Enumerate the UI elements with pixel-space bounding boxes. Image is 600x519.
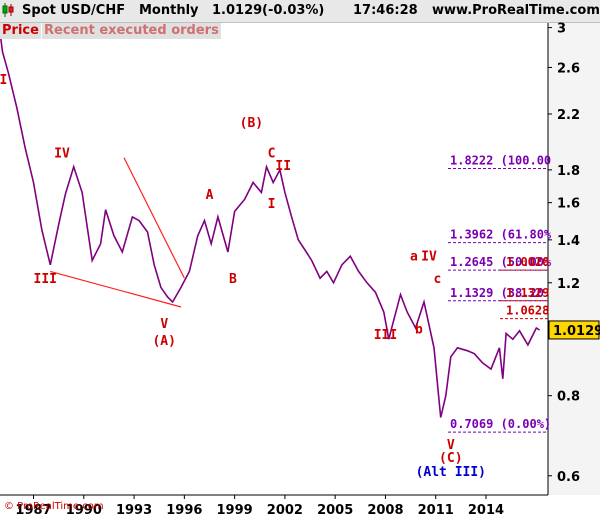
y-tick-label: 0.6 <box>557 470 580 485</box>
wave-label: III <box>374 328 397 343</box>
trendline <box>123 157 185 279</box>
level-tag-label: 1.0628 <box>506 304 549 318</box>
x-tick-label: 1993 <box>116 503 152 518</box>
fib-level-label: 1.8222 (100.00 <box>450 153 551 167</box>
price-change: (-0.03%) <box>262 3 325 18</box>
y-tick-label: 0.8 <box>557 390 580 405</box>
x-tick-label: 1996 <box>166 503 202 518</box>
wave-label: V <box>160 317 168 332</box>
wave-label: II <box>275 159 291 174</box>
wave-label: A <box>206 188 214 203</box>
last-price-value: 1.0129 <box>212 3 263 18</box>
timeframe-label[interactable]: Monthly <box>139 3 199 18</box>
x-tick-label: 1999 <box>217 503 253 518</box>
x-tick-label: 1987 <box>15 503 51 518</box>
wave-label: (A) <box>152 334 175 349</box>
level-tag-label: 1.1329 <box>506 286 549 300</box>
fib-level-label: 1.2645 (50.00% <box>450 255 552 269</box>
wave-label: I <box>268 197 276 212</box>
wave-label: c <box>433 272 441 287</box>
x-tick-label: 1990 <box>66 503 102 518</box>
wave-label: (C) <box>439 451 462 466</box>
fib-level-label: 1.1329 (38.20 <box>450 286 544 300</box>
wave-label: (Alt III) <box>416 465 486 480</box>
wave-label: IV <box>421 249 437 264</box>
x-tick-label: 2002 <box>267 503 303 518</box>
x-tick-label: 2008 <box>367 503 403 518</box>
fib-level-label: 0.7069 (0.00%) <box>450 417 551 431</box>
price-line <box>0 32 541 418</box>
tab-recent-orders[interactable]: Recent executed orders <box>42 23 221 39</box>
level-tag-label: 1.0020 <box>506 255 549 269</box>
wave-label: C <box>268 147 276 162</box>
y-tick-label: 1.6 <box>557 197 580 212</box>
y-tick-label: 1.8 <box>557 164 580 179</box>
copyright-label: © ProRealTime.com <box>4 501 104 512</box>
last-price-tag <box>548 320 600 340</box>
wave-label: b <box>415 323 423 338</box>
wave-label: IV <box>54 147 70 162</box>
wave-label: III <box>34 272 57 287</box>
wave-label: (B) <box>240 116 263 131</box>
x-tick-label: 2011 <box>418 503 454 518</box>
x-tick-label: 2005 <box>317 503 353 518</box>
last-price-tag-label: 1.0129 <box>553 324 600 339</box>
instrument-name: Spot USD/CHF <box>22 3 126 18</box>
tab-price[interactable]: Price <box>0 23 41 39</box>
wave-label: I <box>0 73 7 88</box>
y-tick-label: 1.4 <box>557 234 580 249</box>
chart-header: Spot USD/CHF Monthly 1.0129 (-0.03%) 17:… <box>0 0 600 23</box>
y-tick-label: 3 <box>557 22 566 37</box>
wave-label: a <box>410 249 418 264</box>
wave-label: V <box>447 438 455 453</box>
clock-time: 17:46:28 <box>353 3 418 18</box>
y-tick-label: 1.2 <box>557 277 580 292</box>
site-link[interactable]: www.ProRealTime.com <box>432 3 600 18</box>
x-tick-label: 2014 <box>468 503 504 518</box>
trendline <box>50 270 182 308</box>
wave-label: B <box>229 272 237 287</box>
y-axis-panel <box>548 23 600 495</box>
y-tick-label: 2.2 <box>557 108 580 123</box>
y-tick-label: 2.6 <box>557 61 580 76</box>
candlestick-icon <box>2 2 14 22</box>
fib-level-label: 1.3962 (61.80% <box>450 228 552 242</box>
